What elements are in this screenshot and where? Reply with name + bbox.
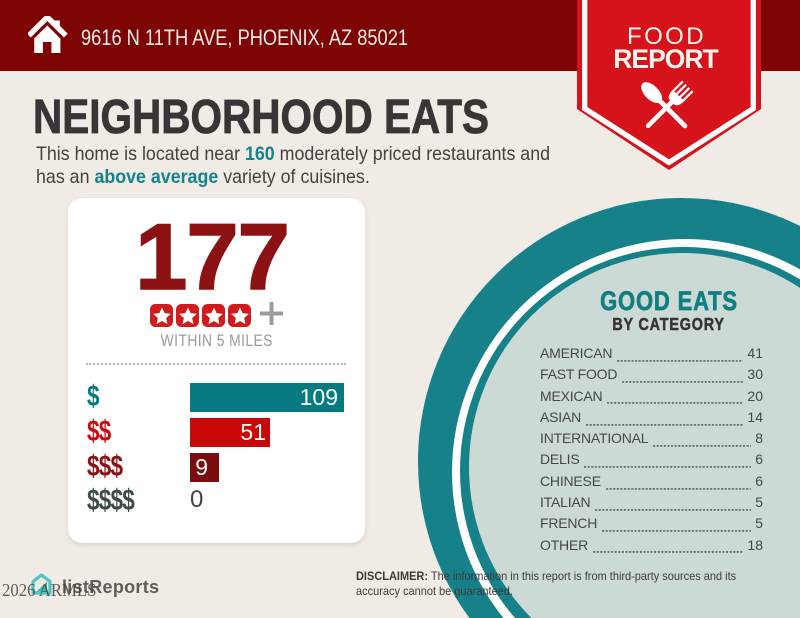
svg-text:FOOD: FOOD [627,23,706,50]
svg-text:REPORT: REPORT [613,44,718,74]
